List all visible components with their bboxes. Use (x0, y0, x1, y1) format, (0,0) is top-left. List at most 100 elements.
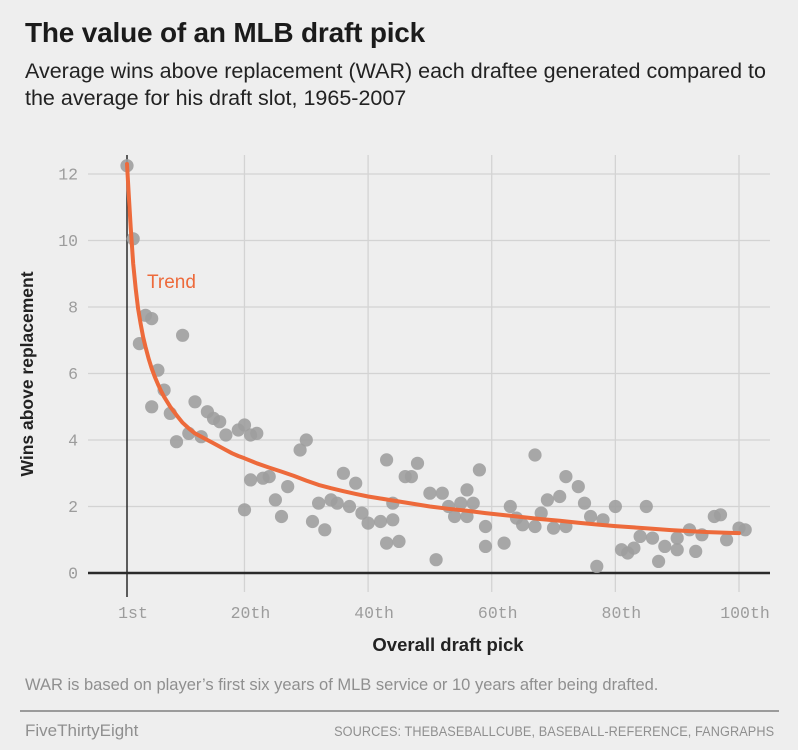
y-tick-label: 6 (68, 365, 78, 384)
scatter-point (312, 496, 326, 510)
x-tick-label: 40th (354, 604, 394, 623)
scatter-point (738, 523, 752, 537)
scatter-point (380, 536, 394, 550)
scatter-point (590, 559, 604, 574)
scatter-point (466, 496, 480, 510)
scatter-point (658, 539, 672, 554)
scatter-point (380, 453, 394, 467)
scatter-point (281, 480, 295, 494)
scatter-point (503, 499, 517, 514)
scatter-point (608, 499, 623, 514)
scatter-point (460, 483, 474, 497)
scatter-point (176, 328, 190, 342)
y-tick-label: 8 (68, 299, 78, 318)
scatter-point (188, 395, 202, 409)
scatter-point (720, 533, 734, 547)
scatter-point (516, 518, 530, 532)
scatter-point (404, 470, 418, 484)
gridlines (88, 155, 770, 592)
scatter-point (577, 496, 592, 510)
x-tick-label: 20th (231, 604, 271, 623)
scatter-point (330, 496, 344, 510)
scatter-point (336, 466, 350, 480)
chart-footnote: WAR is based on player’s first six years… (25, 676, 659, 694)
scatter-point (262, 470, 276, 484)
scatter-point (528, 519, 542, 534)
scatter-point (448, 509, 462, 524)
scatter-point (478, 519, 493, 534)
trend-line (125, 162, 741, 536)
scatter-point (528, 448, 542, 462)
scatter-point (553, 489, 567, 504)
scatter-point (213, 415, 227, 429)
scatter-point (540, 493, 555, 507)
scatter-point (639, 499, 653, 514)
scatter-point (373, 514, 388, 529)
scatter-point (274, 509, 289, 524)
scatter-point (497, 536, 511, 550)
y-tick-label: 2 (68, 498, 78, 517)
scatter-point (355, 506, 369, 520)
trend-path (125, 162, 741, 536)
scatter-point (534, 506, 548, 520)
footer-divider (20, 710, 779, 712)
scatter-point (645, 531, 660, 545)
scatter-point (652, 554, 666, 569)
scatter-point (237, 503, 252, 517)
y-tick-label: 4 (68, 432, 78, 451)
scatter-point (244, 473, 258, 487)
scatter-point (305, 514, 320, 529)
scatter-point (546, 521, 561, 535)
axes (88, 155, 770, 597)
scatter-point (713, 508, 728, 522)
x-tick-label: 100th (720, 604, 770, 623)
scatter-point (454, 496, 468, 510)
scatter-point (145, 312, 159, 326)
scatter-points (120, 159, 752, 574)
scatter-point (571, 480, 585, 494)
scatter-point (633, 529, 647, 544)
scatter-point (386, 513, 400, 527)
scatter-point (670, 531, 684, 545)
scatter-point (237, 418, 252, 432)
y-tick-label: 12 (58, 166, 78, 185)
scatter-point (584, 509, 598, 524)
y-axis-title: Wins above replacement (17, 271, 37, 476)
scatter-point (219, 428, 233, 442)
scatter-point (627, 541, 641, 555)
scatter-point (410, 456, 425, 470)
scatter-point (478, 539, 493, 554)
scatter-point (472, 463, 486, 477)
trend-label: Trend (147, 272, 196, 293)
chart-subtitle: Average wins above replacement (WAR) eac… (25, 59, 766, 110)
scatter-point (250, 426, 264, 440)
scatter-point (670, 543, 684, 557)
scatter-point (423, 486, 437, 500)
scatter-point (268, 493, 282, 507)
scatter-point (349, 476, 363, 490)
x-tick-label: 80th (602, 604, 642, 623)
sources-credit: SOURCES: THEBASEBALLCUBE, BASEBALL-REFER… (333, 724, 774, 739)
scatter-point (392, 534, 406, 549)
scatter-point (169, 435, 184, 449)
scatter-point (299, 433, 313, 447)
scatter-point (145, 400, 159, 414)
tick-labels: 0 2 4 6 8 10 12 1st 20th 40th 60th 80th 100th (58, 166, 770, 624)
y-tick-label: 10 (58, 232, 78, 251)
y-tick-label: 0 (68, 565, 78, 584)
x-tick-label: 1st (118, 604, 148, 623)
scatter-point (293, 443, 307, 457)
scatter-point (689, 544, 703, 559)
scatter-point (342, 499, 357, 514)
x-tick-label: 60th (478, 604, 518, 623)
brand-logo-text: FiveThirtyEight (25, 721, 139, 740)
scatter-point (559, 470, 573, 484)
scatter-point (361, 516, 375, 530)
scatter-point (318, 523, 332, 537)
page-title: The value of an MLB draft pick (25, 17, 426, 48)
scatter-point (429, 553, 443, 567)
scatter-point (435, 486, 449, 500)
x-axis-title: Overall draft pick (372, 634, 524, 655)
